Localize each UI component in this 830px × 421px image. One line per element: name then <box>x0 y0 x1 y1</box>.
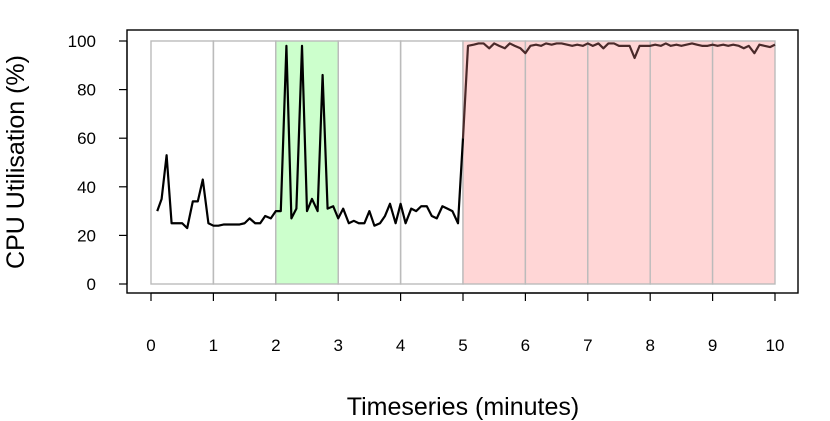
y-tick-label: 100 <box>68 32 96 51</box>
x-tick-label: 0 <box>146 336 155 355</box>
region-red-8 <box>649 40 714 285</box>
x-tick-label: 4 <box>396 336 405 355</box>
x-tick-label: 6 <box>521 336 530 355</box>
region-normal-4 <box>399 40 464 285</box>
y-axis: 0 20 40 60 80 100 <box>68 32 128 294</box>
cpu-line-overload <box>461 42 776 139</box>
x-axis-title: Timeseries (minutes) <box>347 393 579 421</box>
y-axis-title: CPU Utilisation (%) <box>2 55 30 269</box>
x-tick-label: 8 <box>645 336 654 355</box>
region-red-5 <box>462 40 527 285</box>
series-lines <box>156 42 776 230</box>
region-normal-1 <box>212 40 277 285</box>
y-tick-label: 60 <box>77 129 96 148</box>
y-tick-label: 80 <box>77 81 96 100</box>
y-tick-label: 0 <box>87 275 96 294</box>
region-red-6 <box>524 40 589 285</box>
region-normal-3 <box>337 40 402 285</box>
region-normal-0 <box>150 40 215 285</box>
x-axis: 0 1 2 3 4 5 6 7 8 9 10 <box>146 292 785 355</box>
region-boxes <box>150 40 776 285</box>
region-red-7 <box>587 40 651 285</box>
region-red-9 <box>711 40 776 285</box>
x-tick-label: 1 <box>209 336 218 355</box>
y-tick-label: 20 <box>77 226 96 245</box>
x-tick-label: 3 <box>333 336 342 355</box>
x-tick-label: 7 <box>583 336 592 355</box>
cpu-line-normal <box>156 44 465 230</box>
x-tick-label: 2 <box>271 336 280 355</box>
x-tick-label: 10 <box>766 336 785 355</box>
y-tick-label: 40 <box>77 178 96 197</box>
x-tick-label: 5 <box>458 336 467 355</box>
x-tick-label: 9 <box>708 336 717 355</box>
